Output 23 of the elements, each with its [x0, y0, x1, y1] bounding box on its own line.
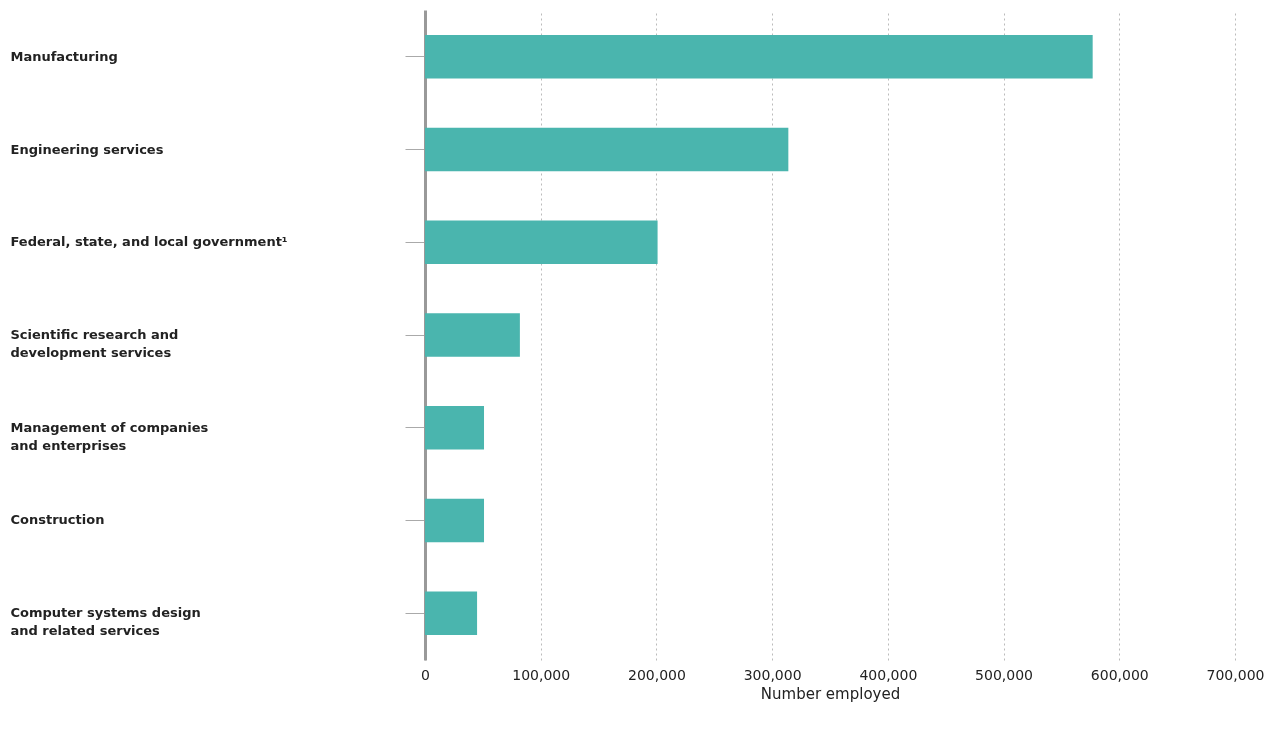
- y-tick-label: Federal, state, and local government¹: [10, 234, 288, 250]
- bar: [425, 591, 478, 635]
- bar: [425, 405, 485, 450]
- bar: [425, 127, 789, 172]
- x-axis-title: Number employed: [760, 684, 901, 703]
- x-tick-label: 100,000: [512, 666, 571, 683]
- x-tick-label: 0: [421, 666, 430, 683]
- y-tick-label: Scientific research and development services: [10, 327, 179, 360]
- x-tick-label: 500,000: [975, 666, 1034, 683]
- y-tick-label: Computer systems design and related services: [10, 605, 201, 639]
- x-tick-label: 600,000: [1090, 666, 1149, 683]
- bar: [425, 498, 485, 543]
- x-tick-label: 300,000: [743, 666, 802, 683]
- bar: [425, 35, 1093, 79]
- y-tick-label: Management of companies and enterprises: [10, 419, 209, 453]
- y-tick-label: Construction: [10, 512, 105, 528]
- x-tick-label: 700,000: [1206, 666, 1265, 683]
- bar: [425, 220, 658, 265]
- y-tick-label: Engineering services: [10, 141, 164, 157]
- x-tick-label: 200,000: [627, 666, 686, 683]
- y-tick-label: Manufacturing: [10, 48, 118, 64]
- x-tick-label: 400,000: [859, 666, 918, 683]
- bar: [425, 313, 520, 357]
